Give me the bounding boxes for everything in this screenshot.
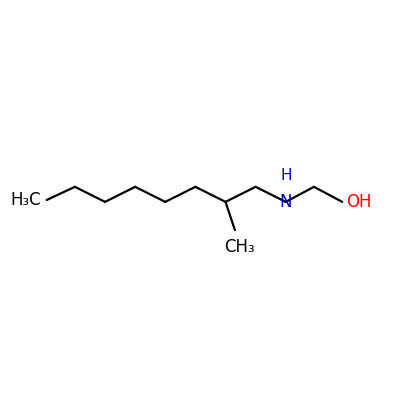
- Text: N: N: [280, 193, 292, 211]
- Text: H: H: [280, 168, 292, 183]
- Text: OH: OH: [346, 193, 372, 211]
- Text: H₃C: H₃C: [10, 191, 41, 209]
- Text: CH₃: CH₃: [224, 238, 255, 256]
